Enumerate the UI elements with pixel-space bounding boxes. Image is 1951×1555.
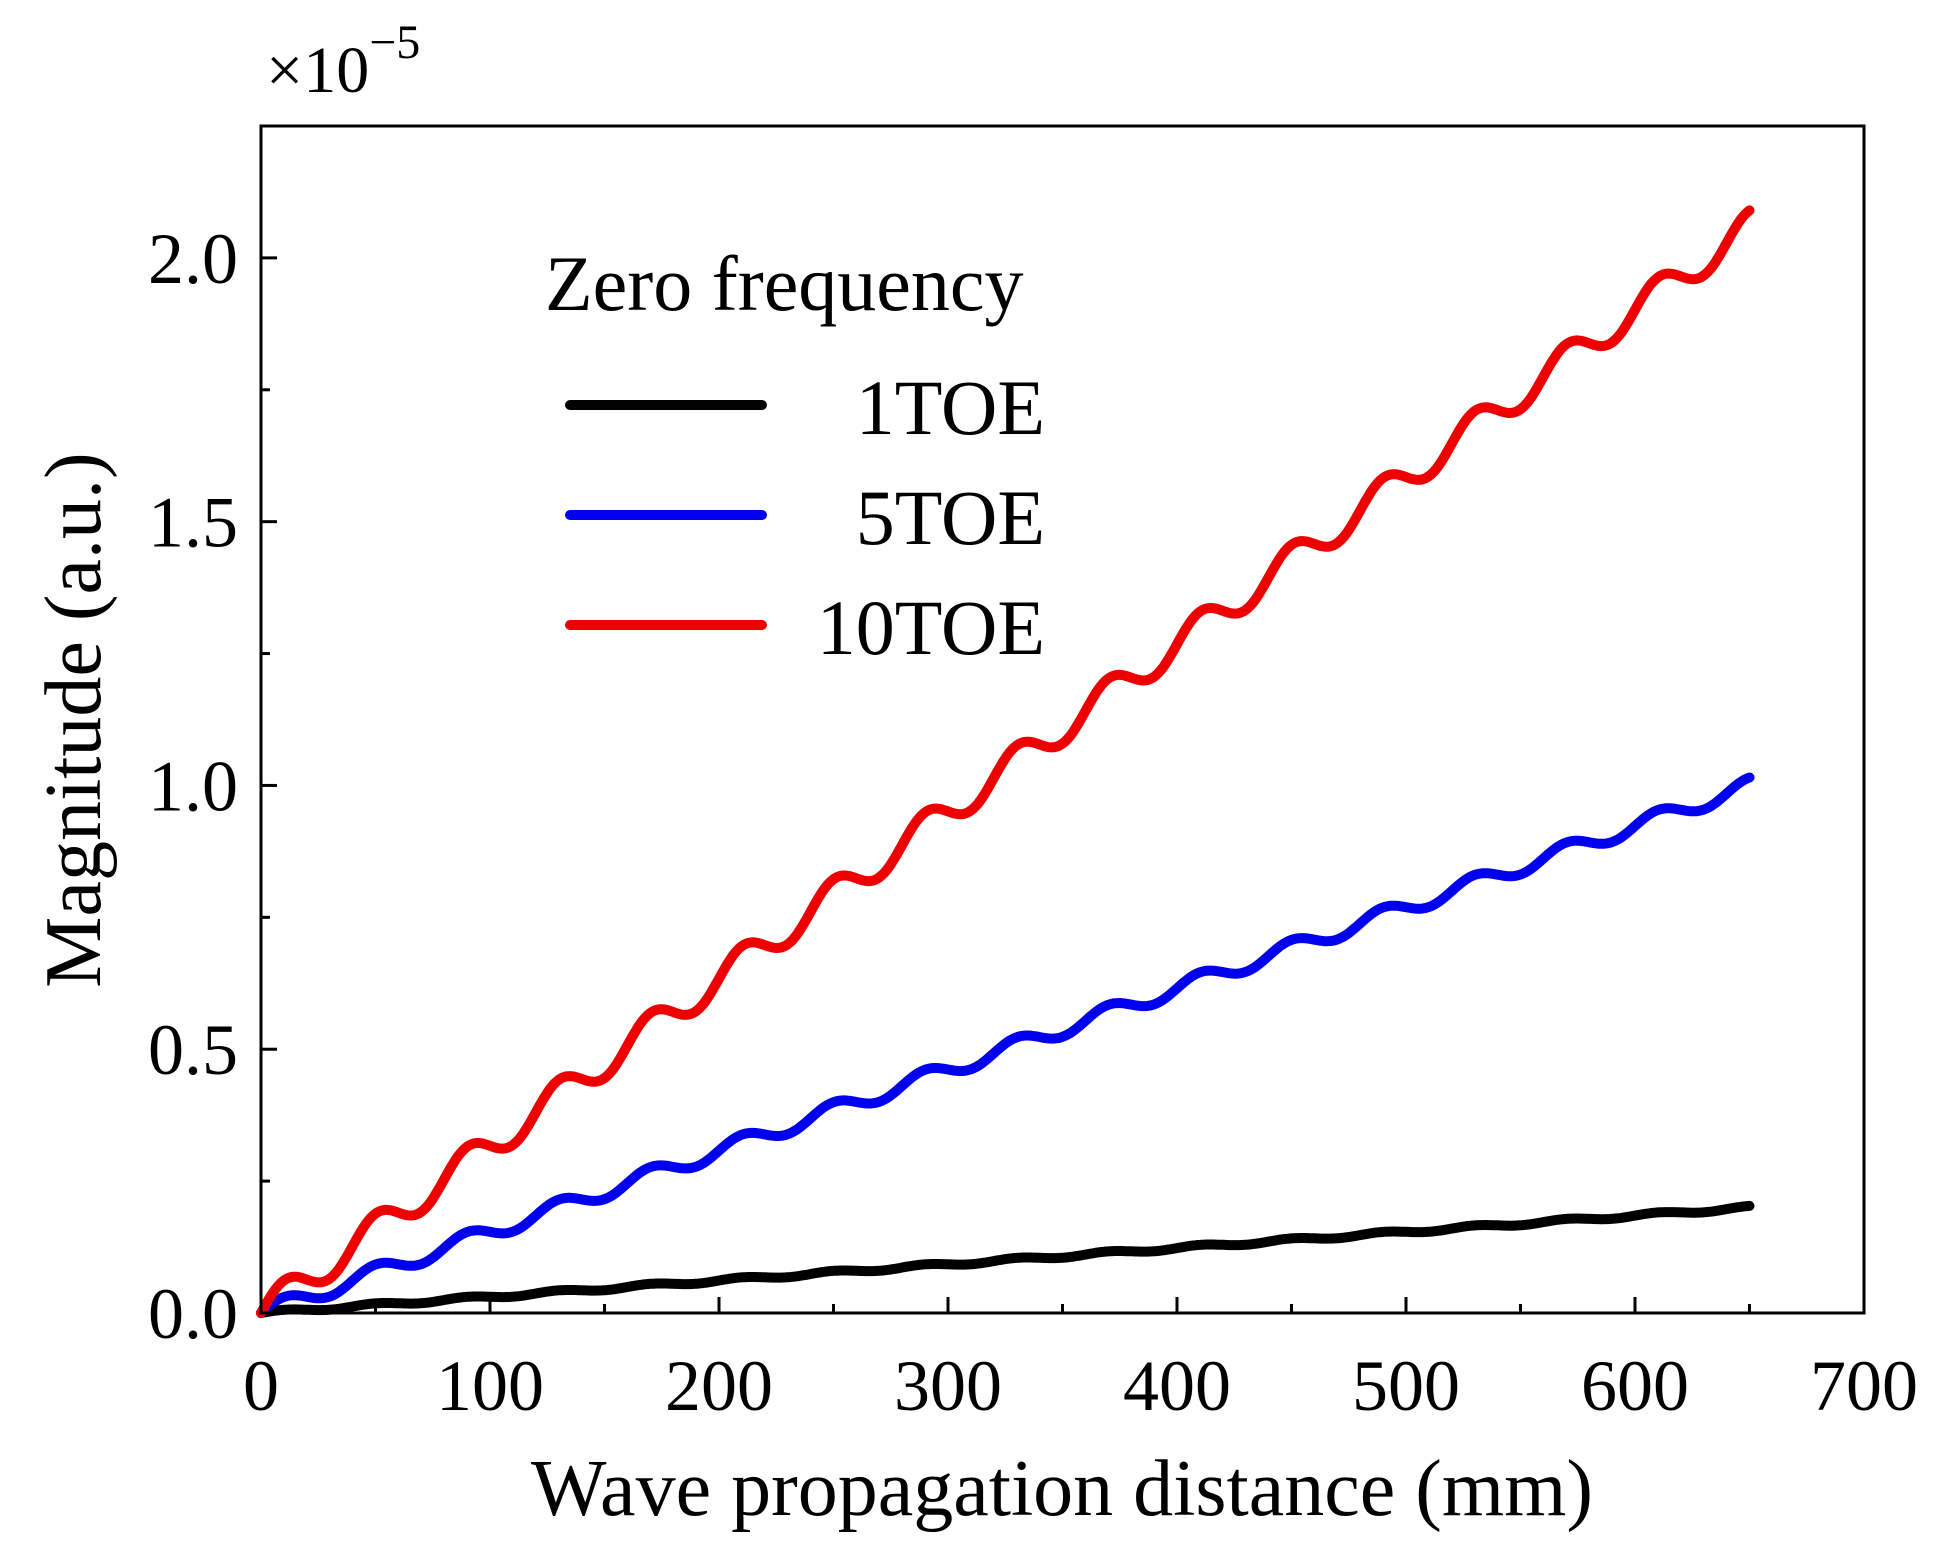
y-tick-label: 2.0 [148, 219, 238, 299]
series-line-10toe [256, 205, 1755, 1318]
x-tick-label: 700 [1810, 1346, 1918, 1426]
x-tick-label: 400 [1123, 1346, 1231, 1426]
x-tick-label: 600 [1581, 1346, 1689, 1426]
x-tick-label: 0 [243, 1346, 279, 1426]
series-layer [256, 205, 1755, 1318]
x-tick-label: 100 [436, 1346, 544, 1426]
y-axis-ticks [261, 124, 277, 1315]
legend: Zero frequency 1TOE 5TOE 10TOE [545, 240, 1045, 671]
legend-label-10toe: 10TOE [817, 584, 1045, 671]
y-axis-tick-labels: 0.0 0.5 1.0 1.5 2.0 [148, 219, 238, 1354]
x-tick-label: 200 [665, 1346, 773, 1426]
y-tick-label: 0.0 [148, 1274, 238, 1354]
y-tick-label: 0.5 [148, 1010, 238, 1090]
legend-label-1toe: 1TOE [856, 364, 1045, 451]
x-tick-label: 300 [894, 1346, 1002, 1426]
y-axis-title: Magnitude (a.u.) [30, 452, 118, 987]
series-line-1toe [256, 1200, 1755, 1318]
legend-label-5toe: 5TOE [856, 474, 1045, 561]
y-tick-label: 1.0 [148, 746, 238, 826]
x-axis-ticks [259, 1297, 1866, 1313]
x-tick-label: 500 [1352, 1346, 1460, 1426]
legend-title: Zero frequency [545, 240, 1024, 327]
series-line-5toe [256, 772, 1755, 1318]
x-axis-tick-labels: 0 100 200 300 400 500 600 700 [243, 1346, 1918, 1426]
plot-frame [259, 124, 1866, 1315]
y-multiplier: ×10−5 [266, 16, 420, 107]
x-axis-title: Wave propagation distance (mm) [531, 1445, 1593, 1533]
y-tick-label: 1.5 [148, 483, 238, 563]
